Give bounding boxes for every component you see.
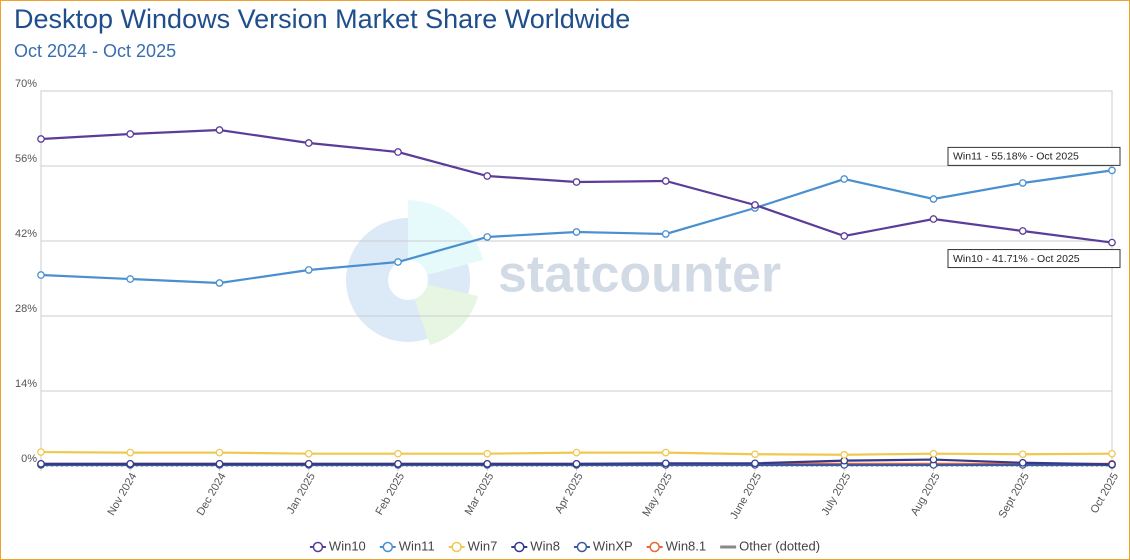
chart-title: Desktop Windows Version Market Share Wor…: [14, 4, 630, 34]
data-point: [37, 271, 45, 279]
legend-label: Win8.1: [666, 538, 706, 553]
data-point: [751, 450, 759, 459]
y-tick-label: 0%: [21, 453, 37, 465]
data-point: [1018, 227, 1027, 235]
data-point: [1108, 166, 1116, 175]
data-point: [37, 460, 45, 468]
data-point: [572, 460, 581, 468]
data-point: [304, 449, 313, 458]
data-point: [572, 178, 581, 186]
data-point: [483, 460, 492, 468]
data-point: [1108, 449, 1116, 458]
data-point: [304, 139, 313, 147]
data-point: [751, 201, 759, 209]
data-point: [661, 448, 670, 457]
y-tick-label: 28%: [15, 303, 37, 315]
watermark: statcounter: [498, 246, 781, 304]
data-point: [572, 448, 581, 457]
legend-label: Other (dotted): [739, 538, 820, 553]
data-point: [37, 135, 45, 143]
legend-marker: [382, 541, 394, 553]
legend-label: Win7: [468, 538, 498, 553]
legend-marker: [312, 541, 324, 553]
data-point: [929, 195, 938, 203]
data-point: [483, 172, 492, 180]
data-point: [126, 130, 135, 138]
data-point: [929, 215, 938, 223]
data-point: [1108, 460, 1116, 469]
chart-subtitle: Oct 2024 - Oct 2025: [14, 41, 176, 61]
data-point: [304, 266, 313, 274]
data-point: [215, 448, 224, 457]
data-point: [661, 459, 670, 468]
data-point: [126, 448, 135, 457]
data-point: [215, 279, 224, 287]
legend-marker: [451, 541, 462, 553]
data-point: [483, 449, 492, 458]
watermark-logo: [346, 200, 483, 345]
annotation: Win11 - 55.18% - Oct 2025: [953, 151, 1079, 163]
data-point: [394, 460, 402, 468]
data-point: [126, 460, 135, 468]
data-point: [751, 459, 759, 468]
data-point: [215, 460, 224, 468]
legend-marker: [649, 541, 660, 553]
data-point: [840, 232, 849, 240]
data-point: [1108, 238, 1116, 247]
data-point: [661, 177, 670, 185]
data-point: [394, 449, 402, 458]
legend: Win10 Win11 Win7 Win8 WinXP Win8.1 Other (dott…: [309, 538, 820, 553]
annotation-box: [947, 249, 1121, 269]
data-point: [394, 148, 402, 156]
data-point: [483, 233, 492, 241]
annotation: Win10 - 41.71% - Oct 2025: [953, 253, 1080, 265]
legend-label: Win8: [530, 538, 560, 553]
y-tick-label: 42%: [15, 228, 37, 240]
data-point: [840, 175, 849, 183]
data-point: [37, 448, 45, 456]
y-tick-label: 56%: [15, 153, 37, 165]
data-point: [1018, 458, 1027, 467]
data-point: [661, 230, 670, 238]
annotation-box: [947, 146, 1121, 166]
legend-marker: [514, 541, 525, 553]
data-point: [304, 460, 313, 468]
legend-label: Win10: [329, 538, 366, 553]
data-point: [840, 450, 849, 459]
data-point: [126, 275, 135, 283]
y-tick-label: 70%: [15, 78, 37, 90]
legend-label: WinXP: [593, 538, 633, 553]
y-tick-label: 14%: [15, 378, 37, 390]
legend-marker: [576, 541, 588, 553]
data-point: [1018, 179, 1027, 187]
data-point: [572, 228, 581, 236]
data-point: [929, 449, 938, 458]
data-point: [215, 126, 224, 134]
data-point: [1018, 450, 1027, 459]
legend-label: Win11: [399, 538, 435, 553]
data-point: [394, 258, 402, 266]
